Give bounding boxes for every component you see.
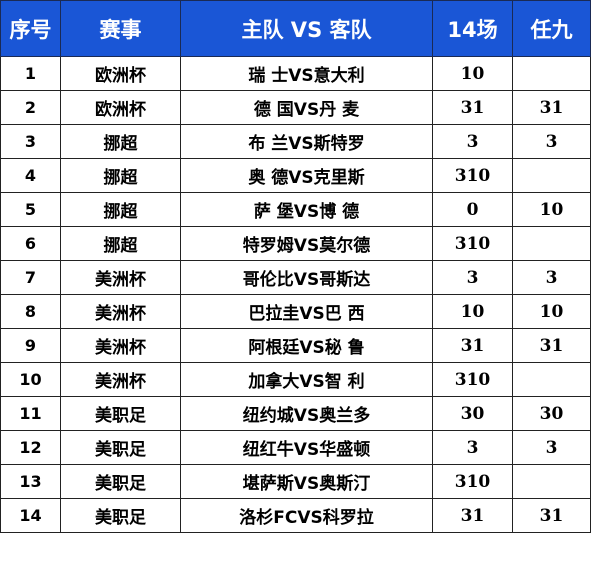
cell-event: 挪超 [60, 226, 181, 261]
cell-number: 11 [0, 396, 61, 431]
table-row: 6 挪超 特罗姆VS莫尔德 310 [0, 226, 591, 261]
cell-pick14: 3 [432, 124, 513, 159]
cell-match: 瑞 士VS意大利 [180, 56, 433, 91]
table-row: 2 欧洲杯德 国VS丹 麦 31 31 [0, 90, 591, 125]
cell-number: 9 [0, 328, 61, 363]
cell-pick9 [512, 226, 591, 261]
cell-event: 美职足 [60, 430, 181, 465]
cell-pick9 [512, 158, 591, 193]
cell-match: 加拿大VS智 利 [180, 362, 433, 397]
table-row: 5 挪超萨 堡VS博 德 0 10 [0, 192, 591, 227]
cell-pick9: 30 [512, 396, 591, 431]
table-row: 10 美洲杯 加拿大VS智 利 310 [0, 362, 591, 397]
cell-event: 美职足 [60, 464, 181, 499]
cell-number: 2 [0, 90, 61, 125]
cell-pick14: 0 [432, 192, 513, 227]
cell-pick14: 310 [432, 158, 513, 193]
table-header: 序号 赛事 主队 VS 客队 14场 任九 [0, 0, 591, 57]
cell-event: 美职足 [60, 498, 181, 533]
header-match: 主队 VS 客队 [180, 0, 433, 57]
cell-pick14: 10 [432, 294, 513, 329]
header-row: 序号 赛事 主队 VS 客队 14场 任九 [0, 0, 591, 57]
cell-number: 3 [0, 124, 61, 159]
cell-event: 美职足 [60, 396, 181, 431]
cell-event: 美洲杯 [60, 260, 181, 295]
cell-pick14: 310 [432, 226, 513, 261]
cell-pick9 [512, 362, 591, 397]
cell-number: 7 [0, 260, 61, 295]
cell-pick14: 31 [432, 328, 513, 363]
cell-match: 纽红牛VS华盛顿 [180, 430, 433, 465]
cell-number: 13 [0, 464, 61, 499]
cell-pick14: 310 [432, 464, 513, 499]
table-row: 12 美职足 纽红牛VS华盛顿 3 3 [0, 430, 591, 465]
cell-pick9: 31 [512, 498, 591, 533]
cell-match: 德 国VS丹 麦 [180, 90, 433, 125]
cell-pick9 [512, 464, 591, 499]
cell-pick14: 31 [432, 498, 513, 533]
cell-number: 6 [0, 226, 61, 261]
table-row: 9 美洲杯 阿根廷VS秘 鲁 31 31 [0, 328, 591, 363]
cell-match: 洛杉FCVS科罗拉 [180, 498, 433, 533]
cell-number: 14 [0, 498, 61, 533]
cell-number: 1 [0, 56, 61, 91]
cell-match: 萨 堡VS博 德 [180, 192, 433, 227]
table-row: 3 挪超布 兰VS斯特罗 3 3 [0, 124, 591, 159]
cell-match: 特罗姆VS莫尔德 [180, 226, 433, 261]
cell-event: 美洲杯 [60, 362, 181, 397]
cell-pick9: 3 [512, 260, 591, 295]
table-body: 1 欧洲杯瑞 士VS意大利 10 2 欧洲杯德 国VS丹 麦 31 31 3 挪超布 兰VS斯特… [0, 56, 591, 533]
cell-match: 布 兰VS斯特罗 [180, 124, 433, 159]
header-number: 序号 [0, 0, 61, 57]
cell-event: 美洲杯 [60, 328, 181, 363]
cell-pick14: 31 [432, 90, 513, 125]
cell-pick9: 31 [512, 90, 591, 125]
cell-pick14: 30 [432, 396, 513, 431]
cell-match: 纽约城VS奥兰多 [180, 396, 433, 431]
cell-event: 美洲杯 [60, 294, 181, 329]
cell-number: 5 [0, 192, 61, 227]
cell-pick9: 3 [512, 124, 591, 159]
cell-pick9: 10 [512, 192, 591, 227]
cell-match: 堪萨斯VS奥斯汀 [180, 464, 433, 499]
table-row: 13 美职足 堪萨斯VS奥斯汀 310 [0, 464, 591, 499]
table-row: 7 美洲杯 哥伦比VS哥斯达 3 3 [0, 260, 591, 295]
cell-pick14: 10 [432, 56, 513, 91]
cell-pick14: 310 [432, 362, 513, 397]
cell-pick14: 3 [432, 260, 513, 295]
cell-pick14: 3 [432, 430, 513, 465]
cell-event: 挪超 [60, 192, 181, 227]
cell-pick9 [512, 56, 591, 91]
table-row: 14 美职足 洛杉FCVS科罗拉 31 31 [0, 498, 591, 533]
header-event: 赛事 [60, 0, 181, 57]
cell-pick9: 10 [512, 294, 591, 329]
cell-event: 欧洲杯 [60, 90, 181, 125]
header-pick9: 任九 [512, 0, 591, 57]
cell-number: 8 [0, 294, 61, 329]
table-row: 4 挪超奥 德VS克里斯 310 [0, 158, 591, 193]
cell-event: 挪超 [60, 124, 181, 159]
table-row: 1 欧洲杯瑞 士VS意大利 10 [0, 56, 591, 91]
prediction-table: 序号 赛事 主队 VS 客队 14场 任九 1 欧洲杯瑞 士VS意大利 10 2 欧洲杯… [0, 0, 591, 533]
cell-event: 挪超 [60, 158, 181, 193]
cell-match: 阿根廷VS秘 鲁 [180, 328, 433, 363]
cell-match: 哥伦比VS哥斯达 [180, 260, 433, 295]
cell-number: 10 [0, 362, 61, 397]
cell-pick9: 3 [512, 430, 591, 465]
cell-match: 奥 德VS克里斯 [180, 158, 433, 193]
table-row: 8 美洲杯 巴拉圭VS巴 西 10 10 [0, 294, 591, 329]
cell-number: 12 [0, 430, 61, 465]
table-row: 11 美职足 纽约城VS奥兰多 30 30 [0, 396, 591, 431]
header-pick14: 14场 [432, 0, 513, 57]
cell-match: 巴拉圭VS巴 西 [180, 294, 433, 329]
cell-number: 4 [0, 158, 61, 193]
cell-event: 欧洲杯 [60, 56, 181, 91]
cell-pick9: 31 [512, 328, 591, 363]
